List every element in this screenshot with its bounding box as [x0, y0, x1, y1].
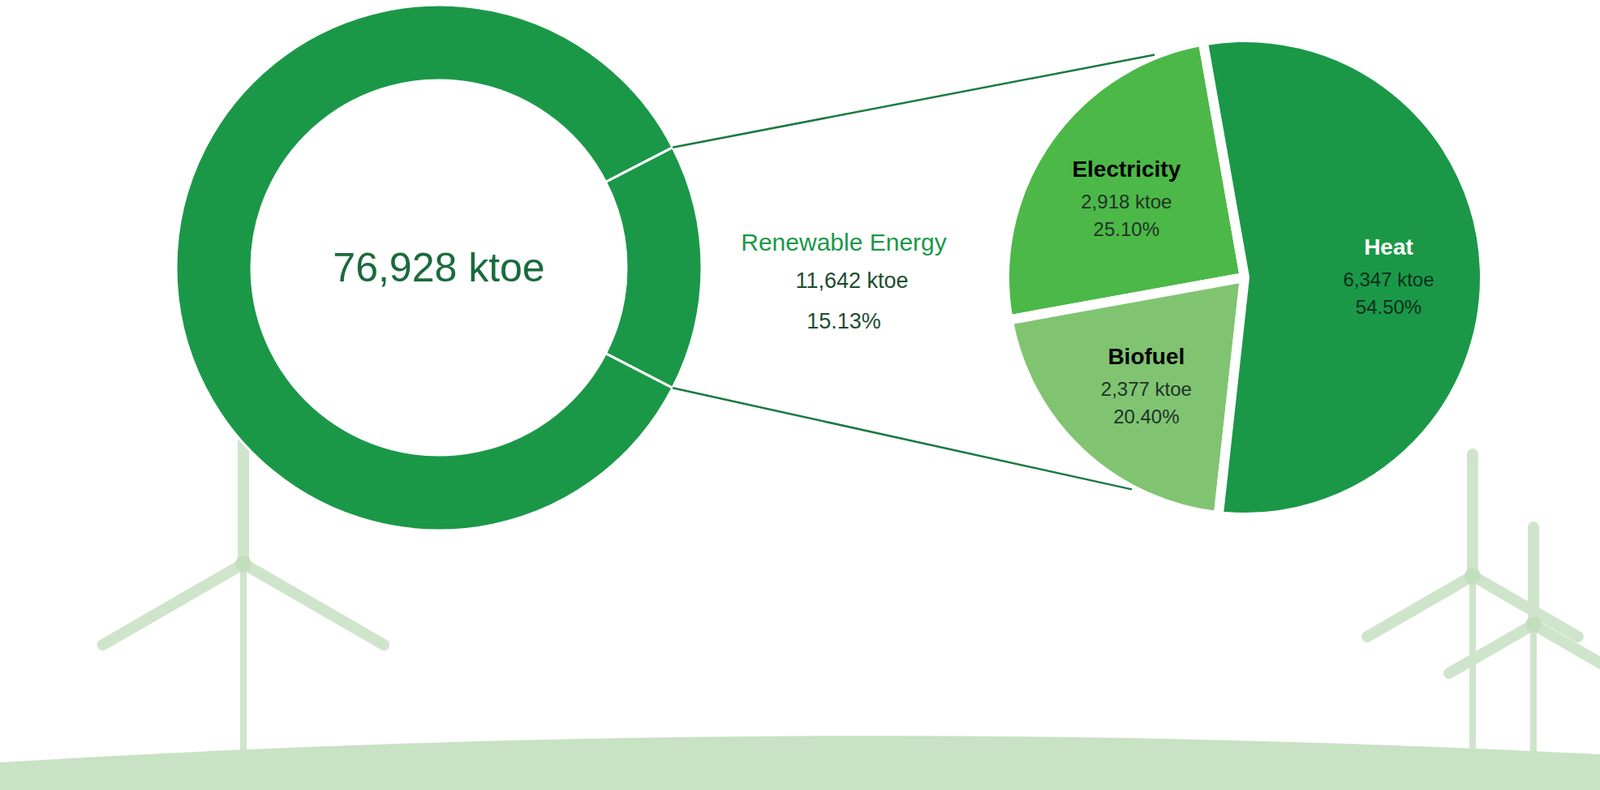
svg-text:Heat: Heat [1363, 234, 1414, 260]
svg-text:25.10%: 25.10% [1093, 218, 1160, 241]
svg-text:Renewable Energy: Renewable Energy [740, 228, 947, 256]
svg-text:11,642 ktoe: 11,642 ktoe [795, 268, 908, 293]
svg-text:Biofuel: Biofuel [1107, 344, 1185, 370]
svg-text:15.13%: 15.13% [806, 309, 882, 334]
svg-text:6,347 ktoe: 6,347 ktoe [1342, 268, 1434, 291]
svg-text:20.40%: 20.40% [1113, 405, 1179, 428]
svg-text:2,918 ktoe: 2,918 ktoe [1080, 190, 1172, 213]
svg-text:54.50%: 54.50% [1355, 296, 1422, 319]
svg-text:Electricity: Electricity [1071, 156, 1181, 182]
svg-text:76,928 ktoe: 76,928 ktoe [332, 245, 545, 291]
svg-text:2,377 ktoe: 2,377 ktoe [1101, 378, 1192, 400]
